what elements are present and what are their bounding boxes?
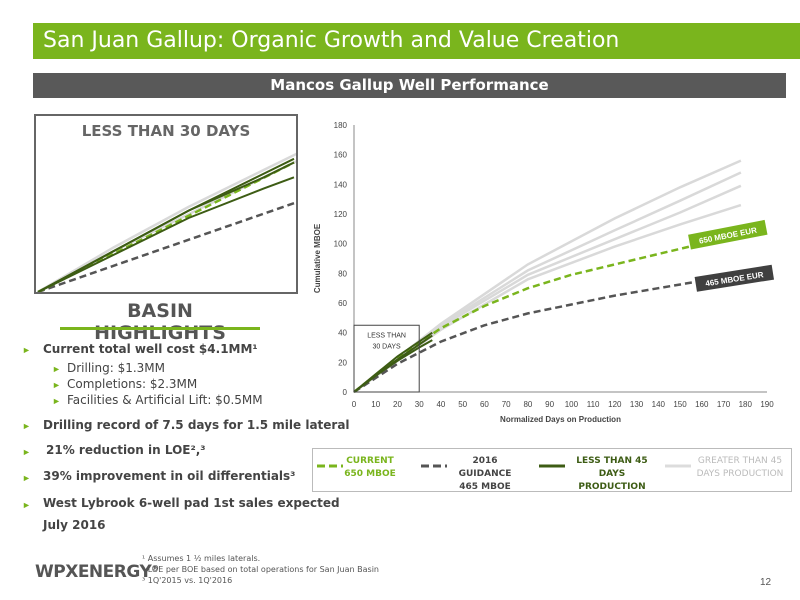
x-tick-label: 150	[673, 400, 687, 409]
inset-greater-than-45-line	[37, 152, 296, 292]
y-tick-label: 140	[334, 180, 348, 189]
performance-chart: 0 10 20 30 40 50 60 70 80 90 100 110 120 130 140 150 160…	[313, 121, 775, 424]
section-subtitle: Mancos Gallup Well Performance	[33, 73, 786, 98]
bullet-icon: ►	[22, 345, 31, 355]
highlight-item: Drilling record of 7.5 days for 1.5 mile…	[43, 418, 350, 432]
x-tick-label: 40	[436, 400, 445, 409]
inset-guidance-line	[37, 202, 295, 292]
bullet-icon: ►	[22, 447, 31, 457]
x-tick-label: 20	[393, 400, 402, 409]
legend-swatch-long	[665, 464, 691, 468]
slide-title: San Juan Gallup: Organic Growth and Valu…	[43, 28, 620, 53]
greater-than-45-days-line	[353, 203, 742, 394]
bullet-icon: ►	[22, 500, 31, 510]
less-than-45-days-line	[353, 334, 433, 393]
x-tick-label: 180	[739, 400, 753, 409]
legend-swatch-guidance	[421, 464, 447, 468]
inset-less-than-45-line	[37, 161, 295, 292]
eur-650-label-bg	[688, 219, 768, 250]
bullet-icon: ►	[22, 421, 31, 431]
x-tick-label: 130	[630, 400, 644, 409]
highlight-item: Current total well cost $4.1MM¹	[43, 342, 258, 356]
legend-swatch-current	[317, 464, 343, 468]
x-tick-label: 0	[352, 400, 357, 409]
greater-than-45-days-line	[353, 184, 742, 393]
x-tick-label: 100	[565, 400, 579, 409]
highlight-item-continued: July 2016	[43, 518, 106, 532]
inset-chart: LESS THAN 30 DAYS	[34, 114, 298, 294]
x-tick-label: 50	[458, 400, 467, 409]
footnote: ² LOE per BOE based on total operations …	[142, 565, 379, 574]
legend-label-short: LESS THAN 45 DAYS PRODUCTION	[576, 456, 648, 492]
x-tick-label: 90	[545, 400, 554, 409]
y-axis-title: Cumulative MBOE	[313, 223, 322, 293]
inset-less-than-45-line	[37, 176, 295, 292]
x-tick-label: 60	[480, 400, 489, 409]
y-tick-label: 40	[338, 329, 347, 338]
eur-650-label: 650 MBOE EUR	[688, 219, 768, 250]
bullet-icon: ►	[52, 396, 61, 406]
y-tick-label: 20	[338, 358, 347, 367]
highlight-item: West Lybrook 6-well pad 1st sales expect…	[43, 496, 340, 510]
highlights-divider	[60, 327, 260, 330]
bullet-icon: ►	[52, 380, 61, 390]
legend-swatch-short	[539, 464, 565, 468]
title-bar: San Juan Gallup: Organic Growth and Valu…	[33, 23, 800, 59]
y-tick-label: 180	[334, 121, 348, 130]
y-tick-label: 100	[334, 240, 348, 249]
y-tick-label: 120	[334, 210, 348, 219]
highlight-item: 21% reduction in LOE²,³	[46, 443, 206, 457]
less-than-30-days-box	[353, 324, 420, 393]
legend-label-current: CURRENT 650 MBOE	[344, 456, 396, 479]
x-tick-label: 190	[760, 400, 774, 409]
eur-465-label-bg	[694, 264, 775, 292]
x-tick-label: 160	[695, 400, 709, 409]
x-tick-label: 10	[371, 400, 380, 409]
box-label: LESS THAN	[367, 332, 406, 339]
highlights-title: BASIN HIGHLIGHTS	[94, 300, 226, 344]
x-tick-label: 70	[502, 400, 511, 409]
highlight-subitem: Facilities & Artificial Lift: $0.5MM	[67, 393, 263, 407]
bullet-icon: ►	[52, 364, 61, 374]
legend-label-long: GREATER THAN 45 DAYS PRODUCTION	[696, 456, 784, 479]
footnote: ¹ Assumes 1 ½ miles laterals.	[142, 554, 261, 563]
footnotes: ¹ Assumes 1 ½ miles laterals. ² LOE per …	[142, 553, 379, 586]
highlight-item: 39% improvement in oil differentials³	[43, 469, 296, 483]
footnote: ³ 1Q'2015 vs. 1Q'2016	[142, 576, 233, 585]
x-tick-label: 120	[608, 400, 622, 409]
page-number: 12	[760, 577, 772, 588]
eur-465-label: 465 MBOE EUR	[694, 264, 775, 292]
x-tick-label: 80	[523, 400, 532, 409]
box-label: 30 DAYS	[372, 343, 401, 350]
inset-chart-svg	[37, 152, 296, 292]
highlight-subitem: Completions: $2.3MM	[67, 377, 198, 391]
guidance-465-line	[353, 275, 735, 394]
inset-title: LESS THAN 30 DAYS	[81, 122, 251, 140]
y-tick-label: 60	[338, 299, 347, 308]
x-tick-label: 140	[652, 400, 666, 409]
current-650-line	[353, 236, 735, 393]
bullet-icon: ►	[22, 473, 31, 483]
y-tick-label: 0	[343, 388, 348, 397]
x-axis-title: Normalized Days on Production	[500, 415, 621, 424]
chart-legend: CURRENT 650 MBOE 2016 GUIDANCE 465 MBOE LE…	[312, 448, 792, 492]
legend-label-guidance: 2016 GUIDANCE 465 MBOE	[458, 456, 512, 492]
highlight-subitem: Drilling: $1.3MM	[67, 361, 166, 375]
company-logo: WPXENERGY®	[35, 562, 159, 582]
x-tick-label: 170	[717, 400, 731, 409]
x-tick-label: 30	[415, 400, 424, 409]
y-tick-label: 160	[334, 151, 348, 160]
x-tick-label: 110	[587, 400, 600, 409]
y-tick-label: 80	[338, 269, 347, 278]
